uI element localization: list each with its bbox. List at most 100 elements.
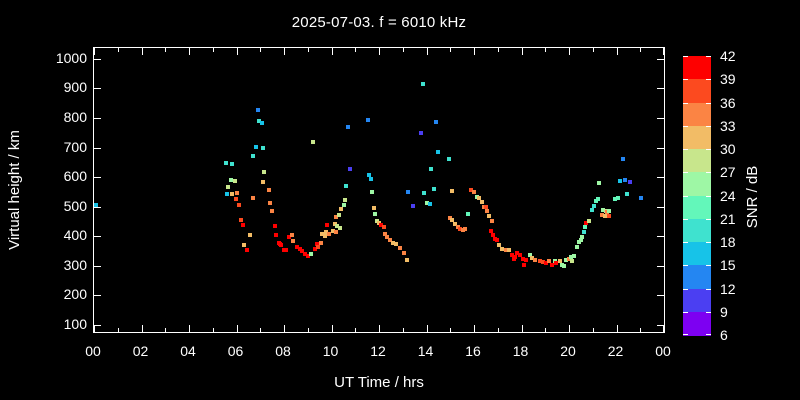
data-point [366, 172, 371, 177]
x-major-tick [521, 48, 523, 55]
x-minor-tick [592, 48, 594, 52]
y-major-tick [94, 118, 101, 120]
data-point [259, 121, 264, 126]
data-point [229, 178, 234, 183]
y-tick-label: 200 [63, 286, 87, 303]
data-point [333, 230, 338, 235]
data-point [521, 257, 526, 261]
data-point [503, 248, 508, 253]
data-point [612, 197, 617, 202]
data-point [269, 209, 274, 214]
x-major-tick [189, 325, 190, 332]
colorbar-tick-label: 27 [720, 164, 736, 181]
data-point [388, 237, 393, 242]
data-point [266, 188, 271, 193]
data-point [513, 254, 518, 259]
data-point [316, 244, 321, 249]
colorbar-tick [706, 265, 711, 267]
data-point [250, 196, 255, 201]
data-point [606, 213, 611, 218]
data-point [455, 224, 460, 229]
data-point [377, 220, 382, 225]
colorbar-tick [683, 311, 688, 313]
colorbar-tick [683, 334, 688, 335]
x-major-tick [331, 48, 333, 55]
x-minor-tick [640, 328, 642, 332]
data-point [297, 246, 302, 251]
colorbar-tick [683, 56, 688, 57]
colorbar-tick [683, 125, 688, 127]
colorbar-segment [683, 242, 711, 266]
x-major-tick [189, 48, 190, 55]
colorbar-tick-label: 42 [720, 48, 736, 64]
data-point [262, 169, 267, 174]
x-tick-label: 20 [560, 343, 576, 359]
x-major-tick [141, 48, 143, 55]
data-point [242, 243, 247, 248]
data-point [421, 191, 426, 196]
data-point [294, 244, 299, 249]
x-major-tick [236, 48, 238, 55]
data-point [405, 190, 410, 195]
data-point [365, 118, 370, 123]
y-major-tick [94, 236, 101, 238]
data-point [302, 251, 307, 256]
x-minor-tick [260, 48, 262, 52]
x-major-tick [569, 48, 570, 55]
x-major-tick [94, 325, 95, 332]
data-point [533, 258, 538, 263]
y-tick-label: 500 [63, 197, 87, 214]
data-point [339, 207, 344, 212]
data-point [466, 211, 471, 216]
data-point [571, 254, 576, 259]
colorbar-tick-label: 39 [720, 71, 736, 88]
data-point [369, 176, 374, 181]
data-point [479, 199, 484, 204]
data-point [291, 238, 296, 243]
colorbar-tick-label: 12 [720, 280, 736, 297]
y-major-tick [94, 58, 101, 60]
x-major-tick [426, 48, 428, 55]
data-point [431, 186, 436, 191]
data-point [347, 166, 352, 171]
x-minor-tick [260, 328, 262, 332]
x-major-tick [616, 325, 618, 332]
colorbar-segment [683, 56, 711, 80]
x-tick-label: 06 [227, 343, 244, 359]
y-tick-label: 700 [63, 138, 87, 155]
data-point [489, 218, 494, 223]
data-point [557, 259, 562, 264]
y-tick-label: 600 [63, 168, 87, 185]
data-point [323, 234, 328, 239]
colorbar-segment [683, 125, 711, 150]
data-point [581, 230, 586, 235]
colorbar-tick-label: 18 [720, 234, 736, 250]
y-major-tick [657, 58, 664, 60]
colorbar-tick [706, 172, 711, 174]
y-axis-label: Virtual height / km [6, 130, 23, 250]
colorbar-segment [683, 195, 711, 220]
data-point [564, 258, 569, 263]
x-minor-tick [165, 48, 167, 52]
x-minor-tick [212, 328, 214, 332]
x-major-tick [94, 48, 95, 55]
data-point [427, 202, 432, 207]
data-point [425, 201, 430, 206]
data-point [278, 243, 283, 248]
data-point [483, 205, 488, 210]
chart-title: 2025-07-03. f = 6010 kHz [291, 14, 467, 31]
data-point [230, 192, 235, 197]
data-point [462, 227, 467, 232]
data-point [447, 216, 452, 221]
data-point [576, 240, 581, 245]
colorbar-tick [706, 125, 711, 127]
data-point [485, 209, 490, 214]
x-major-tick [141, 325, 143, 332]
y-tick-label: 900 [63, 79, 87, 96]
colorbar-tick [683, 218, 688, 220]
x-minor-tick [497, 328, 499, 332]
colorbar-tick [683, 288, 688, 290]
data-point [338, 225, 343, 230]
data-point [226, 185, 231, 190]
plot-area [93, 47, 665, 333]
